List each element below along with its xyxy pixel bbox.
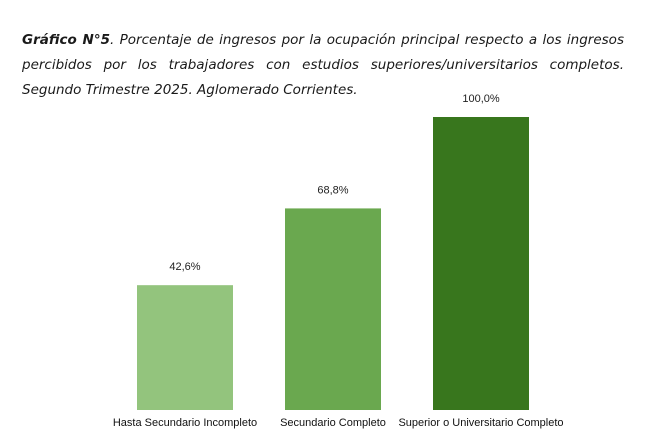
data-label-2: 68,8%: [317, 184, 348, 196]
x-tick-label-1: Hasta Secundario Incompleto: [113, 417, 257, 429]
caption-text: . Porcentaje de ingresos por la ocupació…: [22, 31, 624, 98]
x-tick-label-2: Secundario Completo: [280, 417, 386, 429]
x-tick-label-3: Superior o Universitario Completo: [398, 417, 563, 429]
bar-1: [137, 285, 233, 410]
caption-lead: Gráfico N°5: [22, 31, 110, 48]
data-label-3: 100,0%: [462, 93, 500, 105]
bar-3: [433, 117, 529, 410]
data-label-1: 42,6%: [169, 261, 200, 273]
bar-2: [285, 208, 381, 410]
chart-caption: Gráfico N°5. Porcentaje de ingresos por …: [22, 28, 624, 103]
